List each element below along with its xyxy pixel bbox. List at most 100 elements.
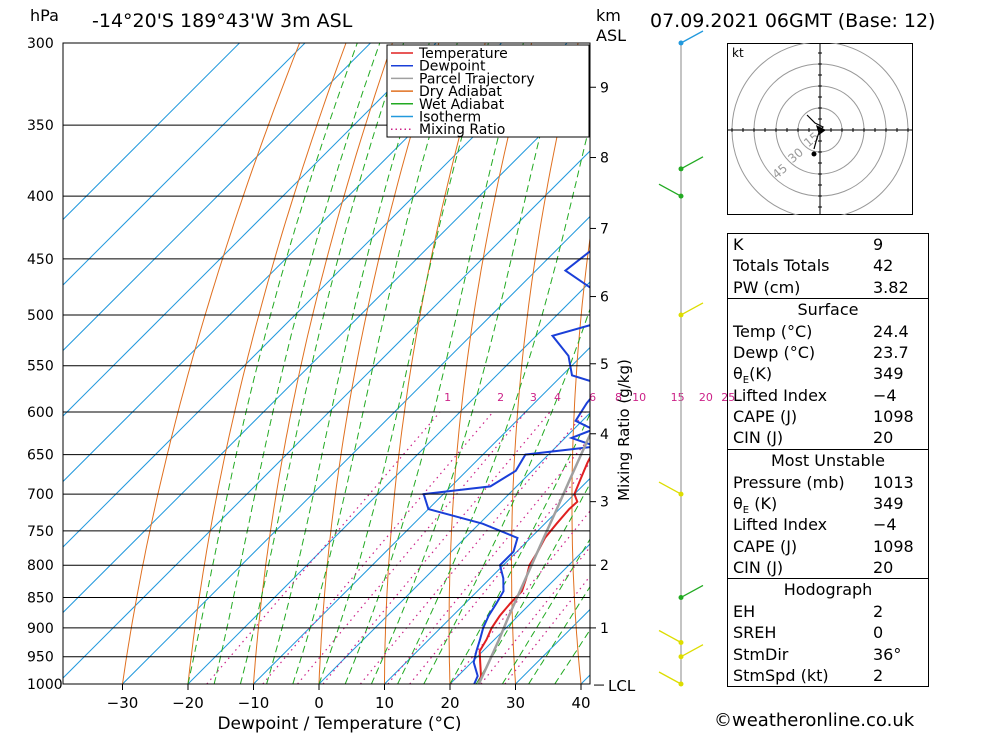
surface-row: CIN (J) 20 <box>728 427 928 448</box>
index-row: PW (cm) 3.82 <box>728 277 928 298</box>
temp-tick-label: 20 <box>440 694 459 712</box>
hodograph-stat-row: SREH 0 <box>728 622 928 643</box>
hodograph-stat-label: EH <box>733 602 756 622</box>
wet-adiabat-line <box>292 43 458 684</box>
index-label: Totals Totals <box>733 256 830 276</box>
isotherm-line <box>63 84 590 614</box>
surface-value: 1098 <box>873 407 914 427</box>
wet-adiabat-line <box>344 43 524 684</box>
isotherm-line <box>384 477 590 684</box>
dry-adiabat-line <box>631 43 671 684</box>
mixing-ratio-label: 15 <box>671 391 685 404</box>
surface-value: −4 <box>873 385 897 405</box>
mixing-ratio-label: 3 <box>530 391 537 404</box>
km-tick-label: 1 <box>600 621 609 637</box>
pressure-tick-label: 350 <box>27 118 54 134</box>
km-tick-label: 4 <box>600 427 609 443</box>
surface-value: 349 <box>873 364 904 384</box>
wet-adiabat-line <box>528 585 590 684</box>
legend-label: Isotherm <box>419 110 481 126</box>
wind-barb-staff <box>680 584 704 599</box>
wind-barb-staff <box>680 644 704 658</box>
surface-row: Temp (°C) 24.4 <box>728 321 928 342</box>
mixing-ratio-line <box>322 411 551 684</box>
most-unstable-label: θE (K) <box>733 493 778 517</box>
mixing-ratio-label: 2 <box>497 391 504 404</box>
surface-label: Dewp (°C) <box>733 343 816 363</box>
x-axis-label: Dewpoint / Temperature (°C) <box>217 714 461 733</box>
surface-row: Lifted Index −4 <box>728 385 928 406</box>
most-unstable-row: θE (K) 349 <box>728 493 928 517</box>
dry-adiabat-line <box>996 43 1000 684</box>
legend-label: Dry Adiabat <box>419 84 502 100</box>
hodograph-stat-value: 36° <box>873 644 902 664</box>
pressure-tick-label: 600 <box>27 405 54 421</box>
wet-adiabat-line <box>213 43 381 684</box>
temp-tick-label: −30 <box>107 694 139 712</box>
km-tick-label: 9 <box>600 80 609 96</box>
isotherm-line <box>63 43 437 417</box>
isotherm-line <box>449 543 590 684</box>
most-unstable-value: −4 <box>873 515 897 535</box>
hodograph-stat-label: StmSpd (kt) <box>733 666 829 686</box>
km-tick-label: 3 <box>600 495 609 511</box>
isotherm-line <box>63 43 502 483</box>
surface-row: Dewp (°C) 23.7 <box>728 342 928 363</box>
index-value: 3.82 <box>873 277 909 297</box>
most-unstable-row: Lifted Index −4 <box>728 514 928 535</box>
surface-label: CIN (J) <box>733 428 784 448</box>
asl-unit-label: ASL <box>596 26 627 45</box>
hodograph-stats-rows: EH 2 SREH 0 StmDir 36° StmSpd (kt) 2 <box>728 601 928 686</box>
temp-tick-label: −20 <box>172 694 204 712</box>
pressure-tick-label: 300 <box>27 36 54 52</box>
temp-tick-label: 30 <box>506 694 525 712</box>
isotherm-line <box>63 43 306 286</box>
pressure-tick-label: 650 <box>27 448 54 464</box>
surface-row: CAPE (J) 1098 <box>728 406 928 427</box>
temp-tick-label: 0 <box>314 694 324 712</box>
hodograph-stat-label: StmDir <box>733 644 789 664</box>
mixing-ratio-label: 20 <box>699 391 713 404</box>
wind-barb-staff <box>658 629 682 644</box>
wind-barb-staff <box>658 183 682 197</box>
surface-label: Temp (°C) <box>733 321 813 341</box>
km-tick-label: 7 <box>600 221 609 237</box>
hodograph-storm-motion <box>811 151 817 157</box>
hodograph-stat-value: 2 <box>873 666 884 686</box>
hodograph-stat-row: StmDir 36° <box>728 644 928 665</box>
surface-value: 20 <box>873 428 894 448</box>
most-unstable-row: Pressure (mb) 1013 <box>728 472 928 493</box>
hodograph-stat-value: 2 <box>873 602 884 622</box>
mixing-ratio-label: 25 <box>721 391 735 404</box>
mixing-ratio-label: 6 <box>589 391 596 404</box>
mixing-ratio-label: 1 <box>444 391 451 404</box>
isotherm-line <box>63 43 240 221</box>
dry-adiabat-line <box>187 43 347 684</box>
index-value: 9 <box>873 235 884 254</box>
isotherm-line <box>253 346 590 684</box>
indices-top: K 9 Totals Totals 42 PW (cm) 3.82 <box>728 234 928 298</box>
surface-title: Surface <box>728 297 928 321</box>
wind-barb-staff <box>680 302 704 316</box>
most-unstable-row: CAPE (J) 1098 <box>728 536 928 557</box>
hodograph-unit-label: kt <box>732 46 744 60</box>
wind-barb-staff <box>658 671 682 685</box>
pressure-tick-label: 900 <box>27 621 54 637</box>
dry-adiabat-line <box>948 43 1000 684</box>
wet-adiabat-line <box>449 412 590 684</box>
pressure-tick-label: 750 <box>27 524 54 540</box>
series-line-parcel-trajectory <box>477 431 590 684</box>
mixing-ratio-line <box>297 411 527 684</box>
pressure-tick-label: 800 <box>27 558 54 574</box>
dry-adiabat-line <box>687 43 717 684</box>
pressure-tick-label: 550 <box>27 359 54 375</box>
pressure-tick-label: 500 <box>27 308 54 324</box>
legend-label: Wet Adiabat <box>419 97 505 113</box>
legend-label: Mixing Ratio <box>419 122 505 138</box>
dry-adiabat-line <box>318 43 440 684</box>
hodograph-stat-row: EH 2 <box>728 601 928 622</box>
pressure-tick-label: 450 <box>27 252 54 268</box>
hodograph-stat-label: SREH <box>733 623 777 643</box>
surface-label: CAPE (J) <box>733 407 798 427</box>
